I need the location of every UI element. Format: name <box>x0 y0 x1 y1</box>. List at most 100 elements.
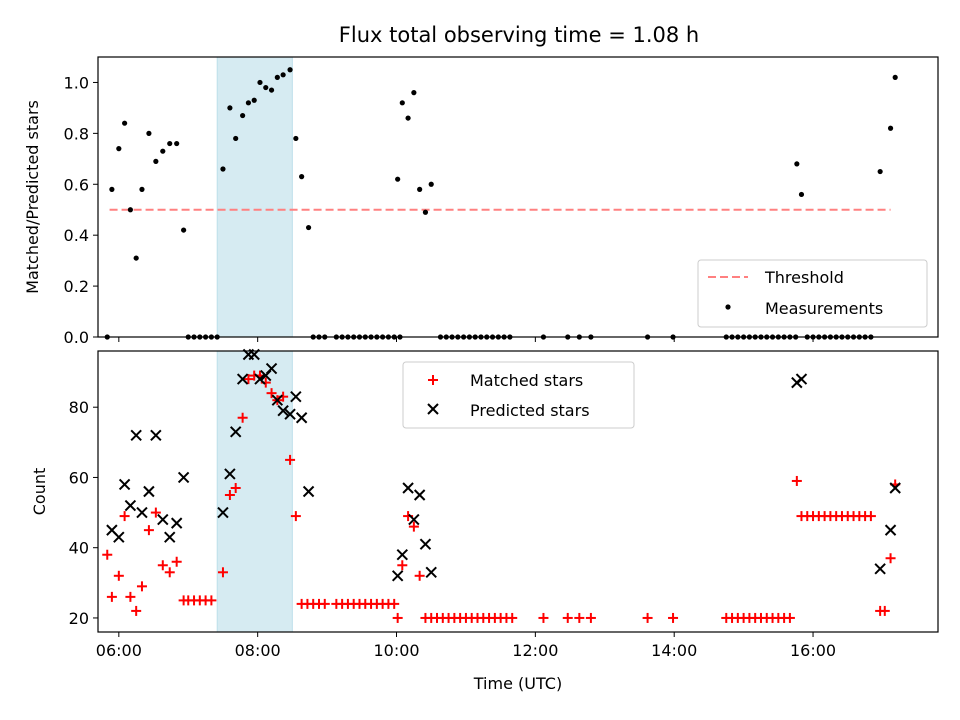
data-point <box>562 612 573 623</box>
x-tick-label: 08:00 <box>235 641 281 660</box>
data-point <box>887 125 894 131</box>
data-point <box>217 567 228 578</box>
chart-title: Flux total observing time = 1.08 h <box>339 23 699 47</box>
y-tick-label: 80 <box>69 398 89 417</box>
y-axis-label: Matched/Predicted stars <box>23 100 42 294</box>
data-point <box>113 531 125 543</box>
data-point <box>265 362 278 375</box>
data-point <box>417 186 423 192</box>
y-axis-label: Count <box>30 468 49 516</box>
data-point <box>574 612 585 623</box>
legend: Threshold Measurements <box>697 259 928 328</box>
data-point <box>274 74 280 80</box>
data-point <box>224 468 236 480</box>
data-point <box>405 115 411 121</box>
data-point <box>229 426 242 438</box>
data-point <box>892 74 898 80</box>
data-point <box>290 390 302 403</box>
data-point <box>113 570 124 581</box>
data-point <box>240 112 246 119</box>
data-point <box>122 120 128 126</box>
y-tick-label: 0.4 <box>64 226 89 245</box>
data-point <box>413 489 426 501</box>
data-point <box>233 135 239 142</box>
data-point <box>305 224 312 231</box>
y-tick-label: 0.0 <box>64 328 89 347</box>
data-point <box>150 429 162 442</box>
y-tick-label: 0.6 <box>64 175 89 194</box>
data-point <box>396 549 409 561</box>
legend-measurements-swatch <box>725 304 731 310</box>
data-point <box>143 525 154 536</box>
data-point <box>157 513 169 526</box>
data-point <box>402 482 414 494</box>
x-tick-label: 06:00 <box>96 641 142 660</box>
data-point <box>106 591 117 602</box>
data-point <box>668 612 679 623</box>
data-point <box>290 511 301 522</box>
y-tick-label: 60 <box>69 468 89 487</box>
data-point <box>236 373 249 385</box>
data-point <box>889 482 901 494</box>
highlight-span <box>216 350 293 633</box>
legend-label: Matched stars <box>470 371 583 390</box>
data-point <box>139 186 145 192</box>
data-point <box>146 130 152 136</box>
data-point <box>124 499 137 512</box>
top-panel: 0.0 0.2 0.4 0.6 0.8 1.0 Matched/Predicted star… <box>23 56 939 347</box>
data-point <box>389 598 400 609</box>
data-point <box>224 490 235 501</box>
data-point <box>422 209 429 215</box>
data-point <box>395 176 401 182</box>
data-point <box>287 67 293 73</box>
x-tick-label: 10:00 <box>373 641 419 660</box>
data-point <box>392 612 403 623</box>
data-point <box>865 511 876 522</box>
data-point <box>585 612 596 623</box>
data-point <box>143 485 155 498</box>
data-point <box>428 181 434 187</box>
legend-label: Threshold <box>764 268 844 287</box>
data-point <box>798 191 805 198</box>
data-point <box>874 563 886 575</box>
data-point <box>784 612 795 623</box>
legend-box <box>402 361 635 429</box>
highlight-span <box>216 56 293 338</box>
data-point <box>243 374 254 385</box>
legend-label: Predicted stars <box>470 401 590 420</box>
axes-frame <box>97 56 939 338</box>
data-point <box>237 412 248 423</box>
data-point <box>295 412 308 424</box>
data-point <box>319 598 330 609</box>
data-point <box>109 186 115 192</box>
axes-frame <box>97 350 939 633</box>
data-point <box>167 140 173 147</box>
data-point <box>419 538 432 550</box>
data-point <box>538 612 549 623</box>
data-point <box>131 605 142 616</box>
legend-box <box>697 259 928 328</box>
data-point <box>425 566 437 578</box>
data-point <box>125 591 136 602</box>
x-tick-label: 14:00 <box>651 641 697 660</box>
data-point <box>794 161 800 167</box>
data-point <box>877 168 883 175</box>
data-point <box>399 100 405 106</box>
data-point <box>127 207 133 213</box>
data-point <box>284 408 296 420</box>
y-tick-label: 40 <box>69 539 89 558</box>
data-point <box>133 255 139 261</box>
data-point <box>302 485 315 498</box>
data-point <box>885 553 896 564</box>
data-point <box>280 72 286 78</box>
x-tick-label: 16:00 <box>790 641 836 660</box>
data-point <box>217 506 229 519</box>
data-point <box>414 570 425 581</box>
data-point <box>507 612 518 623</box>
data-point <box>136 506 148 519</box>
data-point <box>181 227 187 233</box>
data-point <box>116 146 122 152</box>
data-point <box>642 612 653 623</box>
data-point <box>174 140 180 147</box>
